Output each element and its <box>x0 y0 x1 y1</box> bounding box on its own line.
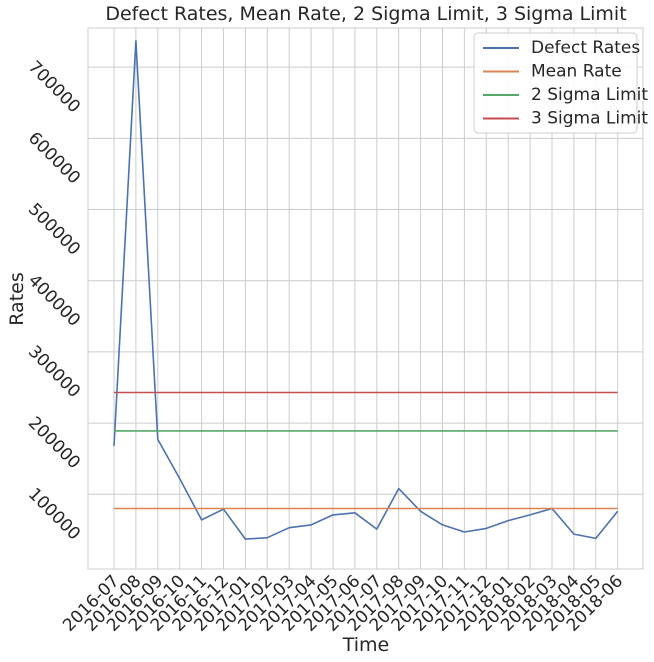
x-tick-labels: 2016-072016-082016-092016-102016-112016-… <box>59 571 627 635</box>
y-axis-label: Rates <box>6 272 28 325</box>
legend-frame <box>473 32 638 134</box>
grid <box>88 28 643 569</box>
y-tick-labels: 100000 200000 300000 400000 500000 600000 7000… <box>24 57 84 544</box>
legend: Defect Rates Mean Rate 2 Sigma Limit 3 Sigm… <box>473 32 648 134</box>
legend-label: 3 Sigma Limit <box>531 109 648 129</box>
y-tick-label: 700000 <box>24 57 84 117</box>
y-tick-label: 400000 <box>24 271 84 331</box>
legend-label: 2 Sigma Limit <box>531 85 648 105</box>
y-tick-label: 100000 <box>24 484 84 544</box>
series-line-defect-rates <box>113 39 619 540</box>
chart-title: Defect Rates, Mean Rate, 2 Sigma Limit, … <box>105 3 626 25</box>
plot-frame <box>87 27 644 570</box>
y-tick-label: 500000 <box>24 200 84 260</box>
x-axis-label: Time <box>342 634 390 656</box>
legend-label: Defect Rates <box>531 38 640 58</box>
y-tick-label: 600000 <box>24 128 84 188</box>
y-tick-label: 300000 <box>24 342 84 402</box>
legend-label: Mean Rate <box>531 62 622 82</box>
y-tick-label: 200000 <box>24 413 84 473</box>
series-lines <box>113 39 619 540</box>
